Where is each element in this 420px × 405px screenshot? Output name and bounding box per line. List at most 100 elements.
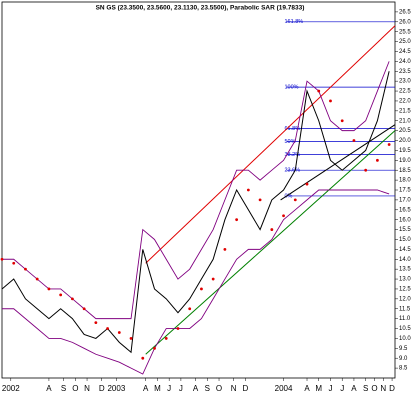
x-tick-label: J (179, 384, 183, 393)
x-tick-label: A (304, 384, 310, 393)
x-tick-label: 2002 (2, 384, 20, 393)
sar-dot (340, 119, 344, 123)
y-tick-label: 26.5 (399, 9, 411, 15)
y-tick-label: 23.0 (399, 79, 411, 85)
y-tick-label: 16.0 (399, 217, 411, 223)
y-tick-label: 21.5 (399, 108, 411, 114)
y-tick-label: 24.0 (399, 59, 411, 65)
x-tick-label: A (351, 384, 357, 393)
fib-label: 161.8% (284, 19, 303, 25)
y-tick-label: 8.5 (399, 366, 408, 372)
fib-label: 38.2% (284, 152, 300, 158)
sar-dot (153, 346, 156, 350)
sar-dot (211, 277, 215, 281)
x-tick-label: A (46, 384, 52, 393)
y-tick-label: 18.5 (399, 168, 411, 174)
x-tick-label: D (389, 384, 395, 393)
x-tick-label: J (328, 384, 332, 393)
fib-label: 23.6% (284, 168, 300, 174)
y-tick-label: 13.0 (399, 277, 411, 283)
y-tick-label: 17.0 (399, 197, 411, 203)
trend-line (280, 124, 396, 201)
fib-label: 0% (284, 193, 292, 199)
x-tick-label: N (84, 384, 90, 393)
band-line (2, 189, 390, 375)
x-tick-label: M (154, 384, 161, 393)
chart-title: SN GS (23.3500, 23.5600, 23.1130, 23.550… (96, 5, 305, 12)
x-tick-label: D (243, 384, 249, 393)
x-tick-label: S (205, 384, 210, 393)
y-tick-label: 17.5 (399, 188, 411, 194)
sar-dot (317, 89, 321, 93)
y-tick-label: 20.0 (399, 138, 411, 144)
y-tick-label: 10.0 (399, 336, 411, 342)
y-tick-label: 14.0 (399, 257, 411, 263)
y-tick-label: 15.0 (399, 237, 411, 243)
sar-dot (387, 143, 391, 146)
y-tick-label: 9.5 (399, 346, 408, 352)
sar-dot (24, 267, 27, 271)
x-tick-label: A (193, 384, 199, 393)
sar-dot (12, 261, 16, 265)
x-tick-label: 2003 (107, 384, 125, 393)
sar-dot (164, 337, 168, 340)
x-tick-label: O (216, 384, 222, 393)
price-line (1, 71, 390, 354)
fib-label: 50% (284, 139, 295, 145)
sar-dot (282, 214, 285, 218)
y-tick-label: 24.5 (399, 49, 411, 55)
sar-dot (129, 337, 133, 340)
y-tick-label: 9.0 (399, 356, 408, 362)
x-tick-label: J (167, 384, 171, 393)
sar-dot (94, 321, 98, 324)
x-tick-label: O (371, 384, 377, 393)
sar-dot (141, 356, 145, 360)
y-tick-label: 25.0 (399, 39, 411, 45)
band-line (2, 61, 390, 320)
y-tick-label: 16.5 (399, 207, 411, 213)
x-tick-label: O (72, 384, 78, 393)
sar-dot (70, 297, 74, 301)
sar-dot (305, 182, 309, 186)
sar-dot (106, 327, 109, 330)
y-tick-label: 19.5 (399, 148, 411, 154)
fib-label: 100% (284, 85, 298, 91)
sar-dot (59, 293, 63, 297)
sar-dot (82, 307, 86, 311)
y-tick-label: 14.5 (399, 247, 411, 253)
sar-dot (117, 331, 121, 334)
y-tick-label: 20.5 (399, 128, 411, 134)
y-tick-label: 21.0 (399, 118, 411, 124)
x-tick-label: D (99, 384, 105, 393)
sar-dot (223, 247, 227, 251)
y-tick-label: 19.0 (399, 158, 411, 164)
y-tick-label: 15.5 (399, 227, 411, 233)
trend-line (145, 25, 396, 264)
y-tick-label: 22.5 (399, 89, 411, 95)
x-tick-label: S (61, 384, 66, 393)
x-tick-label: 2004 (275, 384, 293, 393)
sar-dot (235, 218, 239, 222)
y-tick-label: 12.5 (399, 287, 411, 293)
y-tick-label: 23.5 (399, 69, 411, 75)
sar-dot (0, 257, 4, 261)
x-tick-label: J (340, 384, 344, 393)
y-tick-label: 10.5 (399, 326, 411, 332)
x-tick-label: M (315, 384, 322, 393)
x-tick-label: N (231, 384, 237, 393)
sar-dot (258, 198, 262, 202)
y-tick-label: 12.0 (399, 296, 411, 302)
sar-dot (293, 198, 297, 202)
y-tick-label: 11.5 (399, 306, 411, 312)
sar-dot (364, 168, 368, 172)
y-tick-label: 26.0 (399, 19, 411, 25)
y-tick-label: 11.0 (399, 316, 411, 322)
sar-dot (47, 287, 51, 291)
y-tick-label: 13.5 (399, 267, 411, 273)
sar-dot (270, 228, 274, 231)
x-tick-label: N (380, 384, 386, 393)
y-tick-label: 18.0 (399, 178, 411, 184)
sar-dot (35, 277, 39, 281)
